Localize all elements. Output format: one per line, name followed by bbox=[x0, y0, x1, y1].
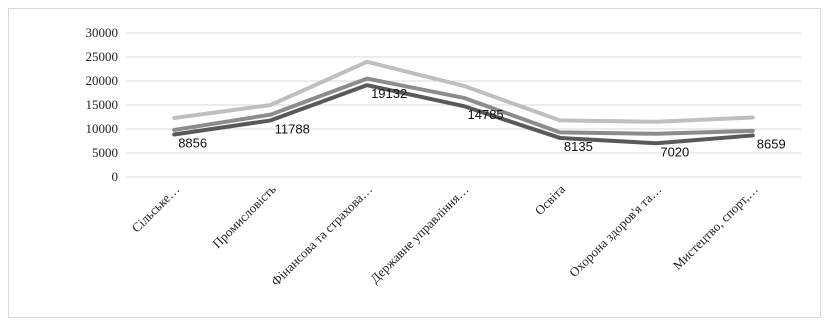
y-tick-label: 15000 bbox=[86, 97, 119, 112]
data-label: 14785 bbox=[468, 107, 504, 122]
y-tick-label: 30000 bbox=[86, 25, 119, 40]
x-tick-label: Сільське… bbox=[128, 182, 182, 236]
data-label: 8135 bbox=[564, 139, 593, 154]
data-label: 19132 bbox=[371, 86, 407, 101]
series-line-1 bbox=[172, 59, 755, 124]
data-label: 8659 bbox=[757, 136, 786, 151]
data-label: 8856 bbox=[178, 135, 207, 150]
x-tick-label: Державне управління… bbox=[367, 182, 472, 287]
data-label: 11788 bbox=[275, 121, 310, 136]
y-tick-label: 5000 bbox=[92, 145, 118, 160]
data-label: 7020 bbox=[660, 144, 689, 159]
gridlines bbox=[126, 32, 801, 178]
series-line-2 bbox=[172, 76, 755, 136]
x-tick-label: Фінансова та страхова… bbox=[268, 182, 375, 289]
x-tick-label: Освіта bbox=[532, 181, 569, 218]
x-tick-label: Мистецтво, спорт,… bbox=[670, 182, 761, 273]
x-tick-label: Охорона здоров'я та… bbox=[566, 182, 664, 280]
series-line-3 bbox=[172, 83, 755, 146]
y-tick-label: 25000 bbox=[86, 49, 119, 64]
chart-frame bbox=[8, 8, 821, 318]
y-tick-label: 20000 bbox=[86, 73, 119, 88]
y-tick-label: 0 bbox=[112, 169, 119, 184]
y-axis-ticks: 0 5000 10000 15000 20000 25000 30000 bbox=[86, 25, 119, 184]
x-tick-label: Промисловість bbox=[209, 181, 278, 250]
data-labels: 8856 11788 19132 14785 8135 7020 8659 bbox=[178, 86, 785, 159]
series-lines bbox=[172, 59, 755, 146]
y-tick-label: 10000 bbox=[86, 121, 119, 136]
